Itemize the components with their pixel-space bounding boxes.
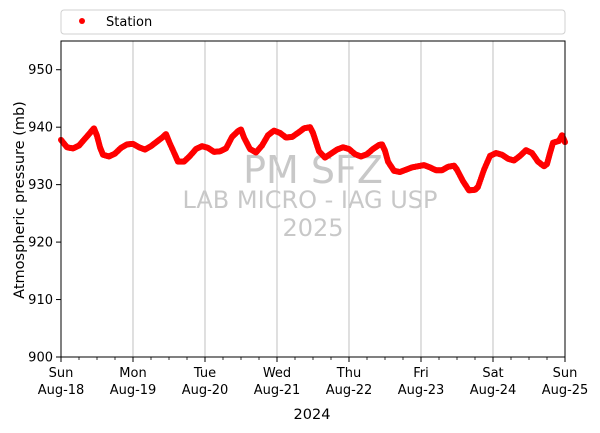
x-axis-title: 2024: [294, 407, 331, 423]
x-tick-label-day: Fri: [413, 366, 429, 381]
x-tick-label-date: Aug-25: [542, 383, 589, 398]
x-tick-label-date: Aug-21: [254, 383, 301, 398]
legend-label-station: Station: [106, 15, 152, 30]
x-tick-label-date: Aug-24: [470, 383, 517, 398]
x-axis: Sun Aug-18 Mon Aug-19 Tue Aug-20 Wed Aug-21 Thu A…: [38, 357, 589, 398]
x-tick-label-date: Aug-18: [38, 383, 85, 398]
y-tick-label: 900: [28, 351, 53, 366]
x-tick-label-day: Sun: [553, 366, 578, 381]
y-tick-label: 950: [28, 63, 53, 78]
y-tick-label: 920: [28, 236, 53, 251]
y-axis: 900 910 920 930 940 950: [28, 63, 61, 366]
watermark: PM SFZ LAB MICRO - IAG USP 2025: [182, 148, 437, 242]
legend: Station: [60, 9, 566, 35]
y-axis-title: Atmospheric pressure (mb): [12, 101, 28, 299]
series-station: [58, 124, 568, 194]
x-tick-label-date: Aug-23: [398, 383, 445, 398]
x-tick-label-day: Sat: [482, 366, 503, 381]
x-tick-label-day: Thu: [336, 366, 361, 381]
watermark-line-2: LAB MICRO - IAG USP: [182, 186, 437, 214]
y-tick-label: 930: [28, 178, 53, 193]
x-tick-label-day: Mon: [119, 366, 146, 381]
legend-box: [60, 9, 566, 35]
y-tick-label: 940: [28, 121, 53, 136]
legend-marker-station: [79, 18, 85, 24]
y-tick-label: 910: [28, 293, 53, 308]
x-tick-label-date: Aug-19: [110, 383, 157, 398]
watermark-line-3: 2025: [282, 214, 343, 242]
x-tick-label-date: Aug-22: [326, 383, 373, 398]
grid: [132, 41, 494, 357]
x-tick-label-day: Wed: [263, 366, 291, 381]
x-tick-label-day: Tue: [193, 366, 216, 381]
x-tick-label-day: Sun: [49, 366, 74, 381]
x-tick-label-date: Aug-20: [182, 383, 229, 398]
